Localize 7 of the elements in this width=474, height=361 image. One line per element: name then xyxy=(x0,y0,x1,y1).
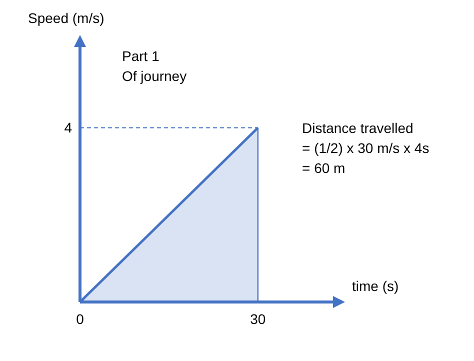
annotation: Distance travelled = (1/2) x 30 m/s x 4s = 60 m xyxy=(302,119,430,178)
y-tick-label: 4 xyxy=(64,120,72,136)
x-tick-label: 0 xyxy=(76,311,84,327)
x-tick-label: 30 xyxy=(250,311,266,327)
y-axis-title: Speed (m/s) xyxy=(28,9,104,28)
annotation: Part 1 Of journey xyxy=(122,47,187,86)
x-axis-title: time (s) xyxy=(352,277,399,296)
